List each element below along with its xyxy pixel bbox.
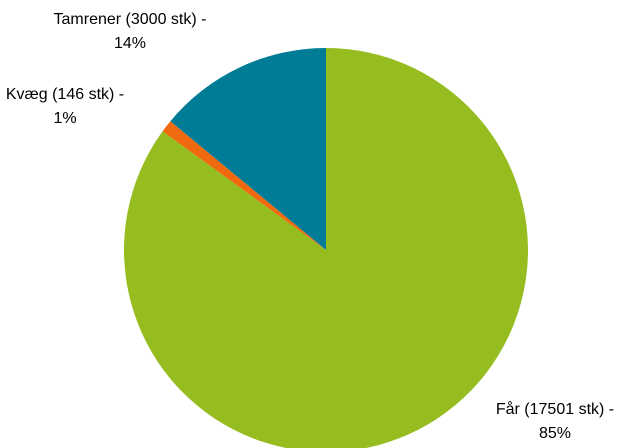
- slice-value-label: 14%: [114, 35, 146, 52]
- slice-label: Får (17501 stk) -: [496, 400, 614, 418]
- pie-slice: [162, 121, 326, 250]
- pie-slice: [124, 48, 528, 448]
- slice-label: Tamrener (3000 stk) -: [54, 11, 207, 28]
- pie-slice: [170, 48, 326, 250]
- slice-value-label: 1%: [53, 110, 76, 127]
- slice-label: Kvæg (146 stk) -: [6, 86, 124, 103]
- slice-value-label: 85%: [539, 425, 571, 442]
